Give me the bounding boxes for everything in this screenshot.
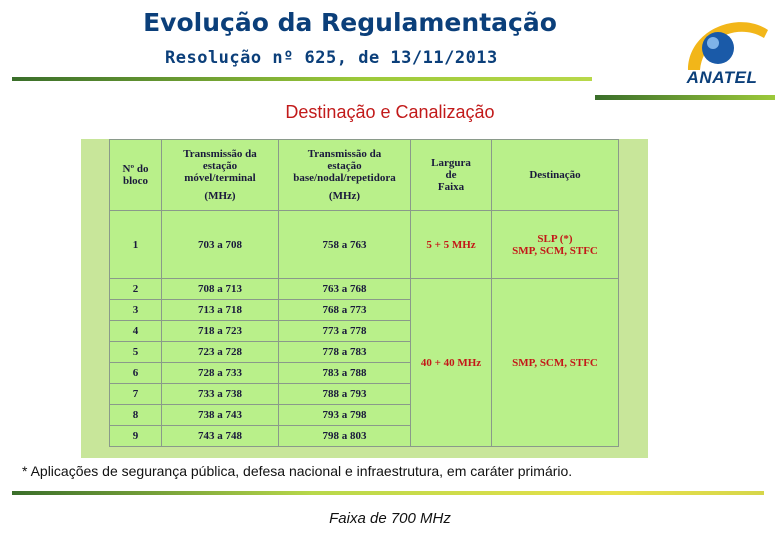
footer-divider bbox=[12, 491, 764, 495]
table-row: 7 733 a 738 788 a 793 bbox=[109, 383, 619, 405]
table-header-row: Nº do bloco Transmissão da estação móvel… bbox=[109, 139, 619, 211]
section-title: Destinação e Canalização bbox=[285, 102, 495, 122]
destination-group-2: SMP, SCM, STFC bbox=[491, 278, 619, 447]
table-row: 3 713 a 718 768 a 773 bbox=[109, 299, 619, 321]
logo-divider bbox=[595, 95, 775, 100]
footer-caption: Faixa de 700 MHz bbox=[329, 510, 451, 527]
header-mobile: Transmissão da estação móvel/terminal (M… bbox=[161, 139, 279, 211]
header-width: Largura de Faixa bbox=[410, 139, 492, 211]
table-row: 1 703 a 708 758 a 763 5 + 5 MHz SLP (*) … bbox=[109, 210, 619, 279]
logo-text: ANATEL bbox=[686, 68, 758, 87]
header-divider bbox=[12, 77, 592, 81]
header-block: Nº do bloco bbox=[109, 139, 162, 211]
table-row: 8 738 a 743 793 a 798 bbox=[109, 404, 619, 426]
allocation-table: Nº do bloco Transmissão da estação móvel… bbox=[109, 139, 619, 447]
table-row: 6 728 a 733 783 a 788 bbox=[109, 362, 619, 384]
footnote: * Aplicações de segurança pública, defes… bbox=[22, 463, 573, 479]
header-destination: Destinação bbox=[491, 139, 619, 211]
destination-group-1: SLP (*) SMP, SCM, STFC bbox=[491, 210, 619, 279]
page-title: Evolução da Regulamentação bbox=[143, 8, 557, 37]
width-group-1: 5 + 5 MHz bbox=[410, 210, 492, 279]
table-row: 2 708 a 713 763 a 768 40 + 40 MHz SMP, S… bbox=[109, 278, 619, 447]
width-group-2: 40 + 40 MHz bbox=[410, 278, 492, 447]
anatel-logo-icon bbox=[688, 22, 768, 70]
page-subtitle: Resolução nº 625, de 13/11/2013 bbox=[165, 48, 498, 68]
table-row: 4 718 a 723 773 a 778 bbox=[109, 320, 619, 342]
table-row: 9 743 a 748 798 a 803 bbox=[109, 425, 619, 447]
header-base: Transmissão da estação base/nodal/repeti… bbox=[278, 139, 411, 211]
